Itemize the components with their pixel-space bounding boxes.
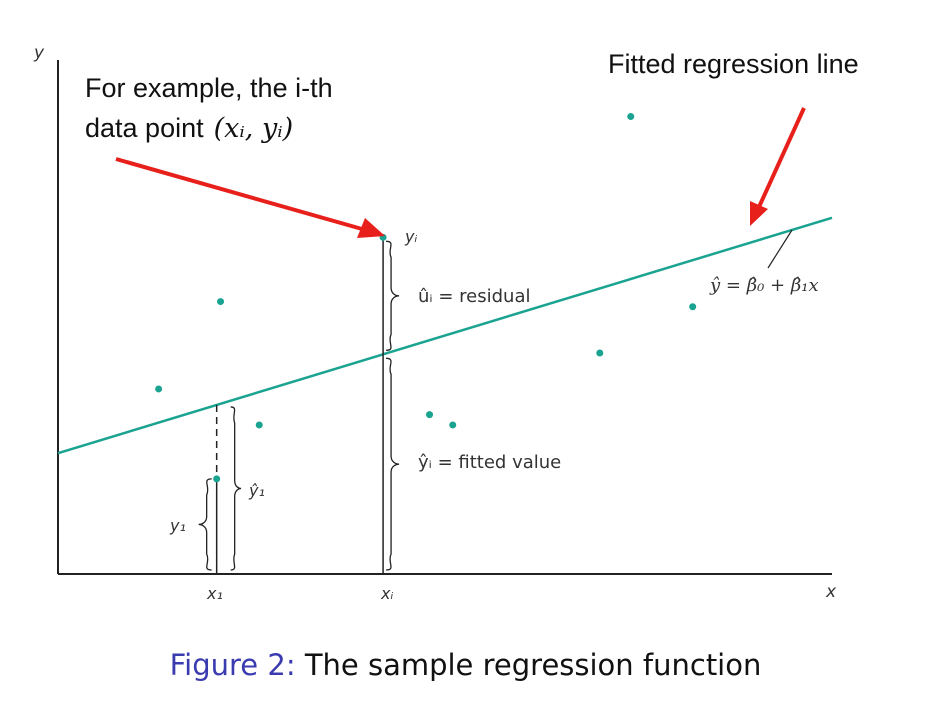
- fitted-brace: [386, 357, 400, 571]
- annotation-labels: yᵢ ûᵢ = residual ŷᵢ = fitted value y₁ ŷ₁…: [169, 227, 819, 535]
- arrow-to-point-i-head: [357, 218, 385, 238]
- scatter-points: [155, 113, 697, 483]
- example-math: (xᵢ, yᵢ): [214, 113, 294, 144]
- y-axis-label: y: [33, 43, 45, 63]
- braces: [198, 240, 400, 571]
- example-text-line1: For example, the i-th: [85, 73, 333, 103]
- residual-label: ûᵢ = residual: [418, 286, 530, 307]
- regression-chart: y x x₁ xᵢ yᵢ ûᵢ = residual ŷᵢ = fitted v…: [33, 43, 859, 603]
- example-text-line2-words: data point: [85, 113, 204, 143]
- arrow-to-point-i: [115, 157, 363, 231]
- regression-line: [57, 216, 833, 455]
- data-point-1: [155, 385, 163, 393]
- data-point-3: [255, 421, 263, 429]
- yhat1-brace: [230, 406, 242, 571]
- y1-label: y₁: [169, 516, 186, 535]
- arrow-to-regression-line: [757, 107, 806, 208]
- callouts: For example, the i-th data point (xᵢ, yᵢ)…: [85, 49, 859, 238]
- fitted-line-callout-text: Fitted regression line: [608, 49, 859, 79]
- data-point-4: [426, 411, 434, 419]
- tick-label-x1: x₁: [206, 584, 223, 603]
- yhat1-label: ŷ₁: [248, 481, 265, 500]
- data-point-2: [217, 298, 225, 306]
- data-point-1: [213, 475, 221, 483]
- fitted-value-label: ŷᵢ = fitted value: [418, 452, 561, 473]
- arrow-to-regression-line-head: [750, 201, 768, 226]
- caption-text: The sample regression function: [304, 648, 762, 682]
- point-i-label: yᵢ: [404, 227, 417, 246]
- regression-equation: ŷ = β̂₀ + β̂₁x: [709, 275, 819, 296]
- residual-brace: [386, 240, 400, 351]
- x-axis-label: x: [825, 582, 837, 602]
- data-point-6: [596, 349, 604, 357]
- y1-brace: [198, 478, 212, 571]
- data-point-8: [689, 303, 697, 311]
- tick-label-xi: xᵢ: [380, 584, 393, 603]
- figure-number: Figure 2:: [169, 648, 296, 682]
- data-point-7: [627, 113, 635, 121]
- axes: y x x₁ xᵢ: [33, 43, 837, 603]
- figure-caption: Figure 2: The sample regression function: [0, 648, 931, 682]
- example-text-line2: data point (xᵢ, yᵢ): [85, 113, 293, 144]
- guides: [215, 237, 384, 574]
- equation-leader-line: [767, 229, 793, 269]
- data-point-5: [449, 421, 457, 429]
